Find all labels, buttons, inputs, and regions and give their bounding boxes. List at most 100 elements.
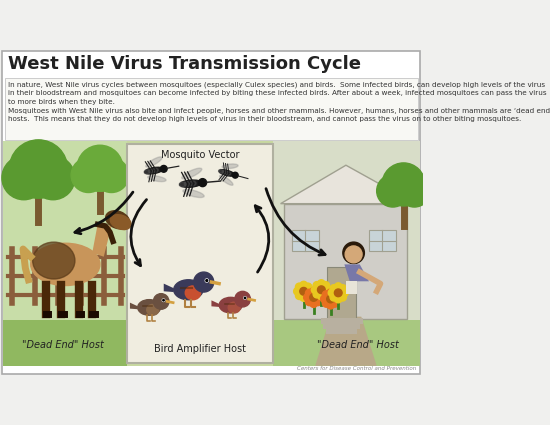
Text: West Nile Virus Transmission Cycle: West Nile Virus Transmission Cycle bbox=[8, 55, 361, 73]
Circle shape bbox=[317, 292, 325, 300]
Circle shape bbox=[311, 286, 319, 294]
Circle shape bbox=[314, 298, 322, 306]
Circle shape bbox=[327, 289, 334, 297]
Circle shape bbox=[310, 294, 317, 301]
Circle shape bbox=[334, 289, 342, 297]
Ellipse shape bbox=[144, 170, 150, 174]
Circle shape bbox=[295, 283, 303, 291]
Ellipse shape bbox=[183, 190, 204, 198]
Circle shape bbox=[343, 242, 365, 264]
Text: Centers for Disease Control and Prevention: Centers for Disease Control and Preventi… bbox=[298, 366, 417, 371]
Circle shape bbox=[327, 295, 334, 303]
Circle shape bbox=[331, 291, 339, 298]
Circle shape bbox=[322, 300, 330, 307]
Ellipse shape bbox=[174, 280, 203, 300]
Circle shape bbox=[306, 287, 313, 295]
Ellipse shape bbox=[179, 182, 186, 187]
Ellipse shape bbox=[145, 167, 163, 174]
Circle shape bbox=[334, 283, 342, 291]
Circle shape bbox=[163, 300, 164, 301]
Circle shape bbox=[71, 158, 106, 193]
Circle shape bbox=[313, 282, 321, 289]
Circle shape bbox=[310, 300, 317, 307]
Circle shape bbox=[328, 289, 336, 297]
Circle shape bbox=[317, 286, 325, 294]
Circle shape bbox=[339, 293, 346, 301]
Circle shape bbox=[305, 289, 313, 297]
FancyBboxPatch shape bbox=[273, 320, 420, 366]
Ellipse shape bbox=[219, 170, 234, 176]
FancyBboxPatch shape bbox=[2, 51, 421, 374]
Ellipse shape bbox=[189, 181, 196, 186]
Circle shape bbox=[316, 294, 323, 301]
Text: Mosquito Vector: Mosquito Vector bbox=[161, 150, 239, 160]
Ellipse shape bbox=[228, 302, 240, 313]
Circle shape bbox=[398, 175, 431, 207]
Circle shape bbox=[321, 295, 328, 303]
Ellipse shape bbox=[218, 170, 224, 173]
Polygon shape bbox=[211, 300, 219, 307]
Circle shape bbox=[322, 291, 330, 298]
Ellipse shape bbox=[180, 180, 202, 187]
Circle shape bbox=[304, 292, 312, 300]
Polygon shape bbox=[164, 283, 174, 292]
Circle shape bbox=[314, 289, 322, 297]
Circle shape bbox=[330, 293, 338, 301]
FancyBboxPatch shape bbox=[369, 230, 396, 251]
Circle shape bbox=[300, 287, 307, 295]
Circle shape bbox=[322, 282, 329, 289]
Circle shape bbox=[323, 286, 331, 294]
Text: "Dead End" Host: "Dead End" Host bbox=[316, 340, 398, 350]
Polygon shape bbox=[280, 165, 415, 204]
Circle shape bbox=[153, 294, 169, 309]
Circle shape bbox=[340, 289, 348, 297]
Ellipse shape bbox=[148, 176, 166, 181]
Circle shape bbox=[322, 290, 329, 298]
Text: Bird Amplifier Host: Bird Amplifier Host bbox=[154, 343, 246, 354]
Circle shape bbox=[232, 172, 238, 178]
Ellipse shape bbox=[219, 176, 233, 185]
Circle shape bbox=[94, 158, 129, 193]
Polygon shape bbox=[130, 303, 138, 309]
Circle shape bbox=[162, 299, 164, 301]
Circle shape bbox=[244, 297, 246, 299]
Ellipse shape bbox=[106, 211, 130, 229]
Ellipse shape bbox=[147, 304, 159, 315]
Text: Mosquitoes with West Nile virus also bite and infect people, horses and other ma: Mosquitoes with West Nile virus also bit… bbox=[8, 108, 550, 122]
Circle shape bbox=[304, 283, 312, 291]
Circle shape bbox=[77, 145, 123, 191]
Circle shape bbox=[377, 175, 409, 207]
FancyBboxPatch shape bbox=[327, 267, 356, 319]
Ellipse shape bbox=[146, 157, 162, 167]
Circle shape bbox=[31, 156, 75, 200]
Circle shape bbox=[333, 295, 340, 303]
Circle shape bbox=[194, 272, 214, 292]
Circle shape bbox=[382, 163, 425, 206]
Text: In nature, West Nile virus cycles between mosquitoes (especially Culex species) : In nature, West Nile virus cycles betwee… bbox=[8, 82, 546, 105]
Ellipse shape bbox=[222, 164, 238, 169]
Circle shape bbox=[317, 280, 325, 287]
Circle shape bbox=[300, 294, 307, 301]
Circle shape bbox=[300, 281, 307, 289]
Circle shape bbox=[305, 298, 313, 306]
Ellipse shape bbox=[226, 171, 230, 175]
FancyBboxPatch shape bbox=[323, 323, 360, 329]
FancyBboxPatch shape bbox=[3, 141, 127, 366]
Ellipse shape bbox=[111, 215, 131, 230]
Circle shape bbox=[304, 294, 311, 301]
Circle shape bbox=[339, 285, 346, 292]
FancyBboxPatch shape bbox=[127, 141, 273, 366]
Circle shape bbox=[244, 297, 246, 299]
Polygon shape bbox=[315, 317, 377, 366]
Circle shape bbox=[2, 156, 46, 200]
FancyBboxPatch shape bbox=[284, 204, 408, 319]
Circle shape bbox=[295, 292, 303, 300]
Text: "Dead End" Host: "Dead End" Host bbox=[22, 340, 104, 350]
Circle shape bbox=[331, 300, 339, 307]
Ellipse shape bbox=[184, 181, 191, 187]
Circle shape bbox=[9, 140, 68, 198]
Ellipse shape bbox=[32, 242, 75, 279]
FancyBboxPatch shape bbox=[4, 78, 418, 140]
FancyBboxPatch shape bbox=[273, 141, 420, 366]
Ellipse shape bbox=[138, 300, 161, 315]
